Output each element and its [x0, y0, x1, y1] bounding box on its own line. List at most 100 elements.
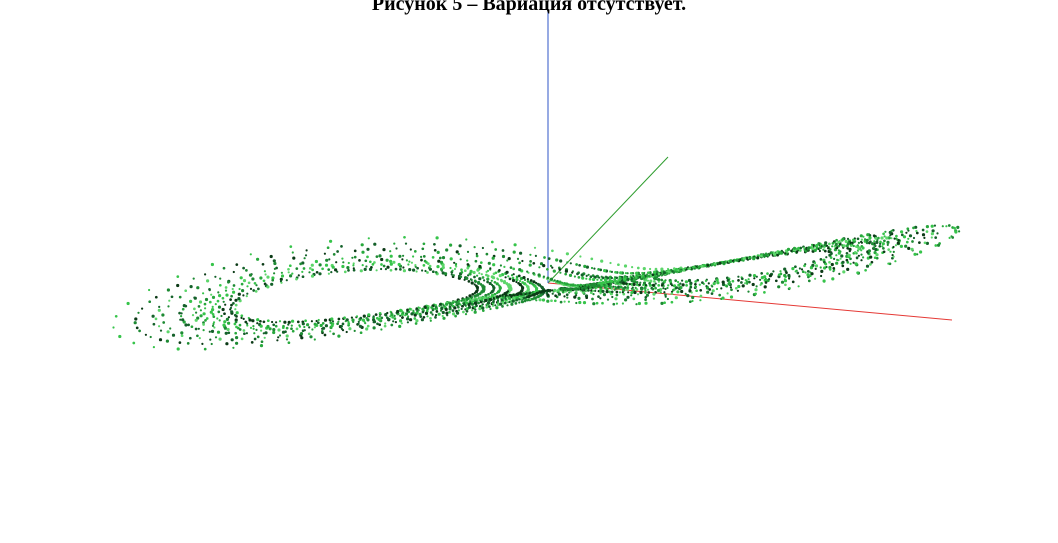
attractor-point: [787, 273, 791, 278]
attractor-point: [257, 287, 260, 291]
attractor-point: [481, 309, 485, 312]
attractor-point: [252, 289, 256, 292]
attractor-point: [890, 229, 893, 232]
attractor-point: [161, 313, 165, 317]
attractor-point: [409, 318, 413, 322]
attractor-point: [224, 289, 228, 292]
attractor-point: [457, 300, 460, 303]
attractor-point: [822, 279, 826, 283]
attractor-point: [516, 257, 520, 260]
attractor-point: [605, 290, 609, 294]
attractor-point: [933, 224, 937, 227]
attractor-point: [420, 255, 423, 258]
attractor-point: [408, 260, 411, 263]
attractor-point: [626, 272, 629, 275]
attractor-point: [221, 307, 225, 312]
attractor-point: [466, 297, 470, 300]
attractor-point: [617, 263, 620, 267]
attractor-point: [444, 307, 448, 311]
attractor-point: [638, 283, 641, 287]
attractor-point: [642, 267, 646, 271]
attractor-point: [523, 299, 527, 303]
attractor-point: [713, 262, 717, 265]
attractor-point: [639, 290, 643, 295]
attractor-point: [754, 256, 757, 259]
attractor-point: [825, 256, 828, 259]
attractor-point: [877, 236, 880, 240]
attractor-point: [479, 292, 482, 295]
attractor-point: [425, 311, 428, 315]
attractor-point: [210, 329, 215, 333]
attractor-point: [198, 300, 203, 304]
attractor-point: [210, 293, 213, 296]
attractor-point: [256, 335, 260, 339]
attractor-point: [233, 313, 237, 317]
attractor-point: [433, 242, 436, 246]
attractor-point: [507, 275, 510, 278]
attractor-point: [578, 300, 582, 305]
attractor-point: [422, 255, 426, 258]
attractor-point: [546, 293, 550, 297]
attractor-point: [635, 280, 639, 284]
attractor-point: [849, 257, 852, 261]
attractor-point: [266, 285, 270, 289]
attractor-point: [930, 232, 935, 236]
attractor-point: [154, 317, 158, 321]
attractor-point: [460, 307, 463, 310]
attractor-point: [783, 279, 788, 283]
attractor-point: [499, 264, 502, 267]
attractor-point: [266, 275, 270, 279]
attractor-point: [495, 295, 499, 299]
attractor-point: [605, 284, 609, 288]
attractor-point: [644, 284, 648, 287]
attractor-point: [631, 266, 634, 269]
attractor-point: [869, 255, 873, 259]
attractor-point: [154, 295, 158, 299]
attractor-point: [582, 284, 585, 287]
attractor-point: [506, 259, 509, 262]
attractor-point: [278, 334, 282, 337]
attractor-point: [906, 227, 910, 231]
attractor-point: [490, 293, 494, 297]
attractor-point: [563, 295, 566, 298]
attractor-point: [796, 271, 800, 275]
attractor-point: [814, 267, 817, 270]
attractor-point: [585, 283, 589, 287]
attractor-point: [321, 322, 325, 325]
attractor-point: [118, 334, 122, 339]
attractor-point: [768, 278, 771, 281]
attractor-point: [424, 269, 427, 273]
attractor-point: [617, 285, 621, 289]
attractor-point: [394, 321, 397, 324]
attractor-point: [468, 294, 472, 298]
attractor-point: [699, 294, 703, 298]
attractor-point: [591, 297, 594, 301]
attractor-point: [227, 280, 230, 284]
attractor-point: [616, 281, 620, 285]
attractor-point: [798, 267, 802, 270]
attractor-point: [764, 277, 767, 280]
attractor-point: [689, 285, 693, 289]
attractor-point: [323, 318, 328, 322]
attractor-point: [594, 289, 597, 292]
attractor-point: [684, 280, 689, 284]
attractor-point: [451, 309, 455, 312]
attractor-point: [828, 242, 831, 246]
attractor-point: [209, 338, 212, 341]
attractor-point: [492, 276, 496, 280]
attractor-point: [373, 261, 376, 264]
attractor-point: [872, 234, 876, 238]
attractor-point: [240, 316, 243, 319]
attractor-point: [149, 335, 152, 339]
attractor-point: [359, 331, 363, 335]
attractor-point: [626, 295, 630, 299]
attractor-point: [763, 291, 766, 294]
attractor-point: [327, 272, 330, 275]
attractor-point: [273, 272, 276, 275]
attractor-point: [860, 253, 863, 256]
attractor-point: [467, 274, 470, 277]
attractor-point: [688, 267, 692, 270]
attractor-point: [823, 243, 827, 247]
figure-caption: Рисунок 5 – Вариация отсутствует.: [371, 0, 687, 15]
attractor-point: [337, 317, 341, 321]
